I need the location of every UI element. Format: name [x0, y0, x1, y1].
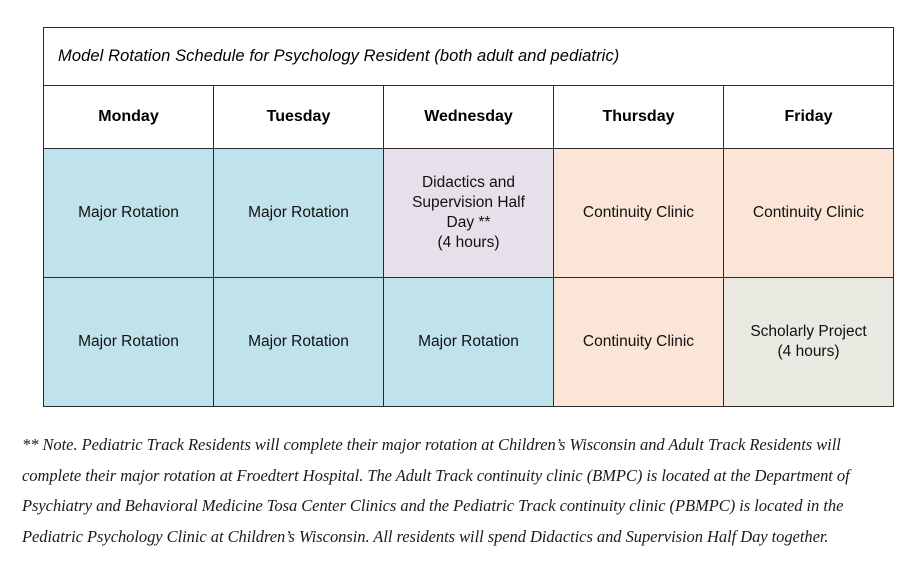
cell-label: Continuity Clinic: [582, 204, 695, 222]
cell-label: Continuity Clinic: [582, 333, 695, 351]
column-header-thursday: Thursday: [553, 85, 724, 149]
day-header-row: Monday Tuesday Wednesday Thursday Friday: [43, 85, 894, 149]
cell-thursday-row2: Continuity Clinic: [553, 277, 724, 407]
cell-label: Major Rotation: [78, 333, 179, 351]
cell-wednesday-row1: Didactics and Supervision Half Day ** (4…: [383, 148, 554, 278]
cell-monday-row2: Major Rotation: [43, 277, 214, 407]
cell-label: Didactics and Supervision Half Day ** (4…: [412, 174, 525, 251]
title-row: Model Rotation Schedule for Psychology R…: [43, 27, 894, 86]
cell-label: Major Rotation: [248, 204, 349, 222]
rotation-schedule-table: Model Rotation Schedule for Psychology R…: [43, 27, 894, 407]
schedule-row: Major Rotation Major Rotation Major Rota…: [43, 277, 894, 407]
cell-label: Continuity Clinic: [752, 204, 865, 222]
cell-tuesday-row1: Major Rotation: [213, 148, 384, 278]
schedule-row: Major Rotation Major Rotation Didactics …: [43, 148, 894, 278]
column-header-wednesday: Wednesday: [383, 85, 554, 149]
table-head: Model Rotation Schedule for Psychology R…: [43, 27, 894, 149]
column-header-tuesday: Tuesday: [213, 85, 384, 149]
cell-friday-row1: Continuity Clinic: [723, 148, 894, 278]
cell-friday-row2: Scholarly Project (4 hours): [723, 277, 894, 407]
table-title: Model Rotation Schedule for Psychology R…: [43, 27, 894, 86]
cell-monday-row1: Major Rotation: [43, 148, 214, 278]
footnote-note: ** Note. Pediatric Track Residents will …: [22, 435, 850, 547]
cell-label: Major Rotation: [418, 333, 519, 351]
cell-label: Major Rotation: [78, 204, 179, 222]
cell-tuesday-row2: Major Rotation: [213, 277, 384, 407]
column-header-friday: Friday: [723, 85, 894, 149]
cell-label: Scholarly Project (4 hours): [750, 323, 867, 360]
table-body: Major Rotation Major Rotation Didactics …: [43, 148, 894, 407]
column-header-monday: Monday: [43, 85, 214, 149]
cell-thursday-row1: Continuity Clinic: [553, 148, 724, 278]
cell-label: Major Rotation: [248, 333, 349, 351]
cell-wednesday-row2: Major Rotation: [383, 277, 554, 407]
